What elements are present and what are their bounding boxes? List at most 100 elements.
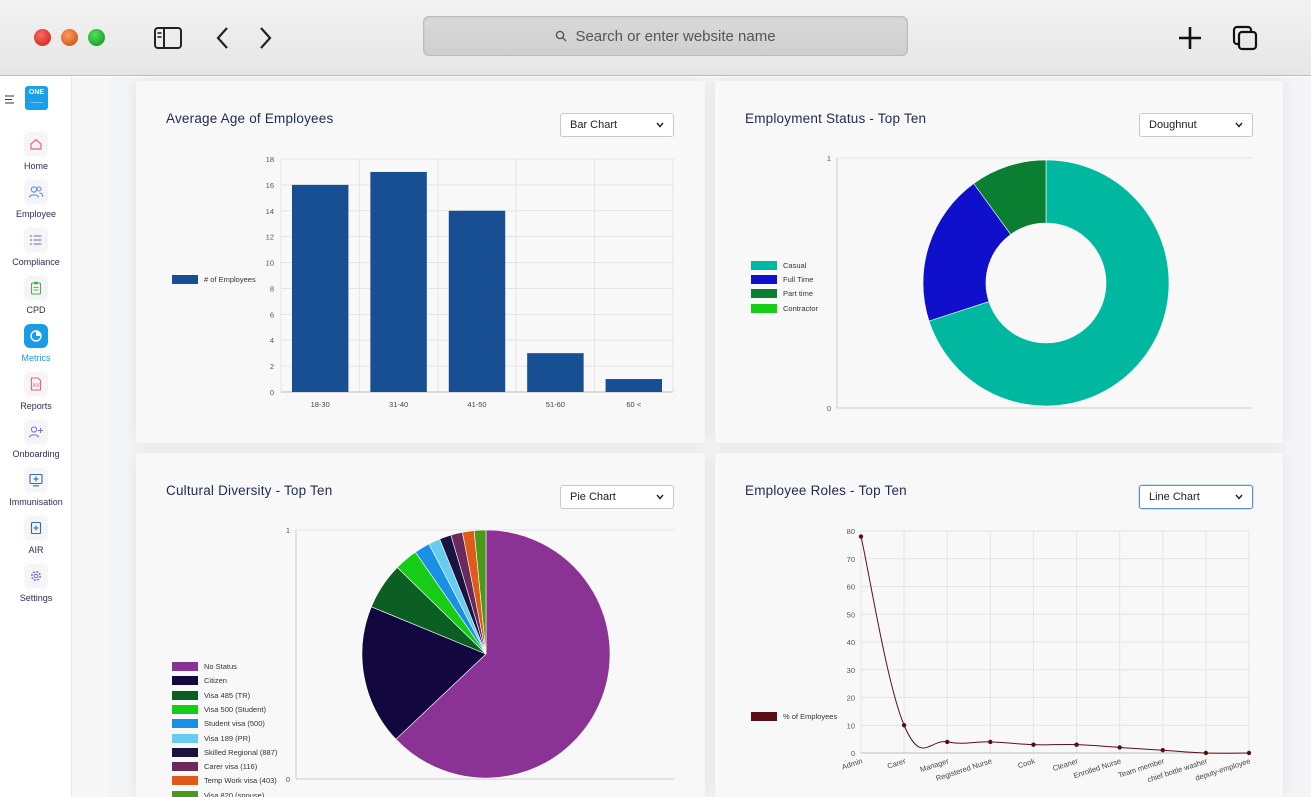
y-tick-label: 60 bbox=[847, 583, 855, 592]
legend-item-1[interactable]: Citizen bbox=[172, 676, 227, 686]
legend-label: Full Time bbox=[783, 275, 814, 285]
clipboard-icon bbox=[24, 276, 48, 300]
legend-label: Contractor bbox=[783, 303, 819, 313]
age-chart-type-value: Bar Chart bbox=[570, 119, 618, 131]
y-tick-label: 2 bbox=[270, 362, 274, 371]
sidebar-item-home[interactable]: Home bbox=[0, 132, 72, 178]
legend-swatch bbox=[172, 676, 198, 686]
point-4 bbox=[1031, 742, 1036, 747]
y-tick-label: 30 bbox=[847, 666, 855, 675]
y-tick-label: 0 bbox=[270, 388, 274, 397]
legend-label: # of Employees bbox=[204, 275, 256, 284]
legend-swatch bbox=[172, 662, 198, 671]
legend-swatch bbox=[172, 719, 198, 729]
sidebar-item-settings[interactable]: Settings bbox=[0, 564, 72, 610]
legend-swatch bbox=[172, 762, 198, 772]
point-7 bbox=[1160, 748, 1165, 753]
forward-arrow-icon[interactable] bbox=[249, 22, 281, 54]
status-chart-type-select[interactable]: Doughnut bbox=[1139, 113, 1253, 137]
legend-item-contractor[interactable]: Contractor bbox=[751, 303, 819, 313]
legend-label: No Status bbox=[204, 662, 237, 671]
legend-label: Citizen bbox=[204, 676, 227, 686]
gear-icon bbox=[24, 564, 48, 588]
legend-item-casual[interactable]: Casual bbox=[751, 261, 806, 270]
x-tick-label: 31-40 bbox=[389, 400, 408, 409]
new-tab-plus-icon[interactable] bbox=[1174, 22, 1206, 54]
chevron-down-icon bbox=[1235, 494, 1243, 500]
sidebar-item-employee[interactable]: Employee bbox=[0, 180, 72, 226]
employment-status-doughnut-chart: 01 bbox=[827, 154, 1252, 413]
back-arrow-icon[interactable] bbox=[207, 22, 239, 54]
app-window: ONE ——— Home Employee Compliance CPD Metr… bbox=[0, 77, 1311, 797]
bar-60 < bbox=[605, 379, 663, 392]
sidebar-item-immunisation[interactable]: Immunisation bbox=[0, 468, 72, 514]
sidebar-item-label: Immunisation bbox=[9, 497, 63, 507]
pie-slice-9 bbox=[473, 529, 487, 655]
legend-item-2[interactable]: Visa 485 (TR) bbox=[172, 690, 250, 700]
average-age-card: Average Age of Employees Bar Chart 0 2 4 6 8… bbox=[136, 81, 705, 443]
roles-chart-type-select[interactable]: Line Chart bbox=[1139, 485, 1253, 509]
report-icon: PDF bbox=[24, 372, 48, 396]
close-window-button[interactable] bbox=[34, 29, 51, 46]
x-tick-label: 18-30 bbox=[311, 400, 330, 409]
legend-swatch bbox=[172, 790, 198, 797]
legend-item-4[interactable]: Student visa (500) bbox=[172, 719, 265, 729]
sidebar: ONE ——— Home Employee Compliance CPD Metr… bbox=[0, 77, 72, 797]
age-chart-type-select[interactable]: Bar Chart bbox=[560, 113, 674, 137]
sidebar-item-compliance[interactable]: Compliance bbox=[0, 228, 72, 274]
legend-item-3[interactable]: Visa 500 (Student) bbox=[172, 704, 266, 714]
legend-item-0[interactable]: No Status bbox=[172, 662, 237, 671]
legend-label: Temp Work visa (403) bbox=[204, 776, 277, 786]
legend-item-full-time[interactable]: Full Time bbox=[751, 275, 814, 285]
y-tick-label: 80 bbox=[847, 527, 855, 536]
legend-label: Student visa (500) bbox=[204, 719, 265, 729]
employment-status-title: Employment Status - Top Ten bbox=[745, 111, 927, 126]
point-2 bbox=[945, 739, 950, 745]
sidebar-toggle-icon[interactable] bbox=[152, 22, 184, 54]
maximize-window-button[interactable] bbox=[88, 29, 105, 46]
sidebar-item-cpd[interactable]: CPD bbox=[0, 276, 72, 322]
employee-icon bbox=[24, 180, 48, 204]
legend-label: Skilled Regional (887) bbox=[204, 747, 278, 757]
cultural-diversity-card: Cultural Diversity - Top Ten Pie Chart 0… bbox=[136, 453, 705, 797]
sidebar-item-air[interactable]: AIR bbox=[0, 516, 72, 562]
sidebar-item-label: Onboarding bbox=[12, 449, 60, 459]
bar-31-40 bbox=[370, 171, 427, 392]
doughnut-slice-casual bbox=[928, 159, 1170, 407]
employee-roles-card: Employee Roles - Top Ten Line Chart 0 10 2… bbox=[715, 453, 1283, 797]
legend-item-6[interactable]: Skilled Regional (887) bbox=[172, 747, 278, 757]
legend-item-5[interactable]: Visa 189 (PR) bbox=[172, 733, 251, 743]
sidebar-item-onboarding[interactable]: Onboarding bbox=[0, 420, 72, 466]
y-tick-label: 10 bbox=[847, 721, 855, 730]
address-placeholder: Search or enter website name bbox=[575, 27, 776, 45]
y-tick-label: 0 bbox=[851, 749, 855, 758]
y-tick-label: 10 bbox=[266, 259, 274, 268]
legend-item-part-time[interactable]: Part time bbox=[751, 289, 813, 299]
sidebar-item-metrics[interactable]: Metrics bbox=[0, 324, 72, 370]
y-tick-label: 0 bbox=[827, 404, 831, 413]
legend-item-employees[interactable]: # of Employees bbox=[172, 275, 256, 284]
legend-swatch bbox=[172, 776, 198, 786]
sidebar-item-reports[interactable]: PDF Reports bbox=[0, 372, 72, 418]
y-tick-label: 1 bbox=[286, 526, 290, 535]
hamburger-menu-icon[interactable] bbox=[5, 91, 15, 109]
legend-item-employees[interactable]: % of Employees bbox=[751, 712, 837, 721]
pie-slice-1 bbox=[361, 606, 487, 740]
x-tick-label: Admin bbox=[841, 756, 864, 771]
bar-41-50 bbox=[448, 210, 506, 392]
legend-item-8[interactable]: Temp Work visa (403) bbox=[172, 776, 277, 786]
cultural-diversity-pie-chart: 01 bbox=[286, 526, 674, 784]
doughnut-slice-part-time bbox=[973, 159, 1047, 235]
browser-toolbar: Search or enter website name bbox=[0, 0, 1311, 76]
tabs-overview-icon[interactable] bbox=[1229, 22, 1261, 54]
legend-item-9[interactable]: Visa 820 (spouse) bbox=[172, 790, 264, 797]
list-icon bbox=[24, 228, 48, 252]
sidebar-item-label: AIR bbox=[28, 545, 44, 555]
minimize-window-button[interactable] bbox=[61, 29, 78, 46]
address-bar[interactable]: Search or enter website name bbox=[423, 16, 908, 56]
chevron-down-icon bbox=[656, 122, 664, 128]
legend-item-7[interactable]: Carer visa (116) bbox=[172, 762, 257, 772]
culture-chart-type-select[interactable]: Pie Chart bbox=[560, 485, 674, 509]
search-icon bbox=[556, 30, 567, 42]
